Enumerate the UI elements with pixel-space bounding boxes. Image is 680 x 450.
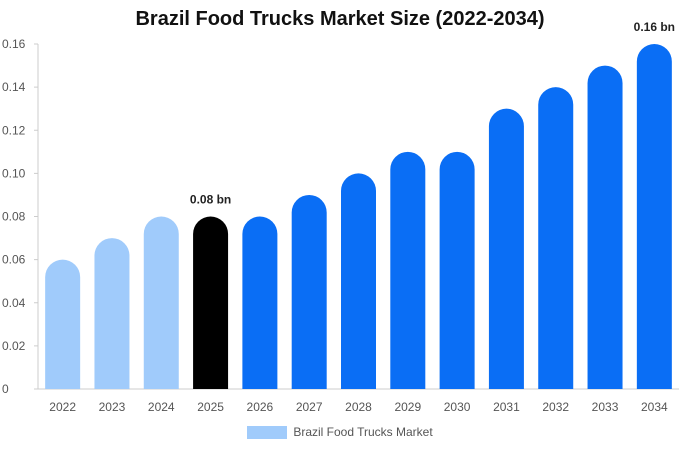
x-tick-label: 2027 — [296, 400, 323, 414]
bar-2033 — [587, 65, 623, 389]
bars — [45, 44, 672, 389]
legend: Brazil Food Trucks Market — [0, 425, 680, 439]
y-tick-label: 0 — [2, 382, 9, 396]
x-tick-label: 2032 — [542, 400, 569, 414]
legend-label: Brazil Food Trucks Market — [293, 425, 433, 439]
x-axis: 2022 2023 2024 2025 2026 2027 2028 2029 2030 2031… — [38, 388, 679, 414]
y-tick-label: 0.06 — [2, 253, 26, 267]
chart-title: Brazil Food Trucks Market Size (2022-203… — [135, 8, 545, 30]
y-tick-label: 0.02 — [2, 339, 26, 353]
x-tick-label: 2031 — [493, 400, 520, 414]
y-tick-label: 0.10 — [2, 166, 26, 180]
y-tick-label: 0.04 — [2, 296, 26, 310]
x-tick-label: 2024 — [148, 400, 175, 414]
data-label-2034: 0.16 bn — [634, 20, 675, 34]
legend-swatch — [247, 425, 288, 439]
bar-2031 — [488, 108, 524, 389]
bar-2022 — [45, 259, 81, 389]
bar-2024 — [143, 216, 179, 389]
bar-2027 — [291, 194, 327, 389]
y-tick-label: 0.12 — [2, 123, 26, 137]
x-tick-label: 2029 — [394, 400, 421, 414]
x-tick-label: 2022 — [49, 400, 76, 414]
y-axis: 0 0.02 0.04 0.06 0.08 0.10 0.12 0.14 0.16 — [2, 37, 39, 396]
bar-2034 — [636, 44, 672, 389]
data-labels: 0.08 bn 0.16 bn — [190, 20, 675, 207]
y-tick-label: 0.16 — [2, 37, 26, 51]
bar-2025 — [193, 216, 229, 389]
y-tick-label: 0.14 — [2, 80, 26, 94]
x-tick-label: 2030 — [444, 400, 471, 414]
x-tick-label: 2026 — [247, 400, 274, 414]
x-tick-label: 2028 — [345, 400, 372, 414]
x-tick-label: 2025 — [197, 400, 224, 414]
y-tick-label: 0.08 — [2, 210, 26, 224]
x-tick-label: 2033 — [592, 400, 619, 414]
bar-2023 — [94, 238, 130, 389]
bar-2029 — [390, 151, 426, 389]
bar-2028 — [341, 173, 376, 389]
bar-2032 — [538, 87, 574, 389]
bar-2030 — [439, 151, 475, 389]
x-tick-label: 2034 — [641, 400, 668, 414]
data-label-2025: 0.08 bn — [190, 193, 231, 207]
x-tick-label: 2023 — [99, 400, 126, 414]
bar-2026 — [242, 216, 278, 389]
